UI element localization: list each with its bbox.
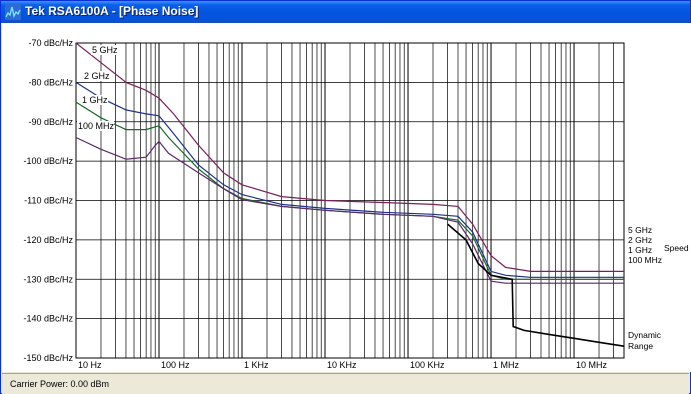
x-tick-label: 100 Hz bbox=[161, 360, 190, 370]
chart-grid bbox=[75, 42, 625, 359]
chart-series bbox=[75, 42, 625, 347]
legend-speed-item: 1 GHz bbox=[628, 245, 652, 255]
curve-label-bg bbox=[77, 121, 114, 131]
x-tick-label: 10 MHz bbox=[576, 360, 608, 370]
series-line bbox=[75, 136, 624, 284]
y-tick-label: -100 dBc/Hz bbox=[23, 156, 73, 166]
y-tick-label: -150 dBc/Hz bbox=[23, 353, 73, 363]
window-title: Tek RSA6100A - [Phase Noise] bbox=[25, 4, 199, 18]
x-tick-label: 10 KHz bbox=[327, 360, 357, 370]
y-tick-label: -80 dBc/Hz bbox=[28, 77, 73, 87]
x-tick-label: 10 Hz bbox=[78, 360, 102, 370]
y-tick-label: -70 dBc/Hz bbox=[28, 38, 73, 48]
y-tick-label: -120 dBc/Hz bbox=[23, 235, 73, 245]
y-tick-label: -90 dBc/Hz bbox=[28, 117, 73, 127]
x-tick-label: 100 KHz bbox=[410, 360, 445, 370]
legend-dynamic-title-2: Range bbox=[628, 341, 653, 351]
series-line bbox=[75, 81, 624, 278]
app-logo-icon bbox=[5, 4, 21, 20]
legend-speed-item: 100 MHz bbox=[628, 255, 662, 265]
curve-label-bg bbox=[83, 71, 110, 81]
curve-label: 100 MHz bbox=[78, 121, 115, 131]
y-tick-label: -130 dBc/Hz bbox=[23, 274, 73, 284]
curve-label: 5 GHz bbox=[92, 45, 118, 55]
title-bar[interactable]: Tek RSA6100A - [Phase Noise] bbox=[1, 1, 690, 23]
status-bar: Carrier Power: 0.00 dBm bbox=[2, 373, 689, 394]
carrier-power-status: Carrier Power: 0.00 dBm bbox=[10, 379, 110, 389]
x-tick-label: 1 KHz bbox=[244, 360, 269, 370]
legend-dynamic-title: Dynamic bbox=[628, 330, 662, 340]
curve-label-bg bbox=[91, 45, 118, 55]
curve-label: 1 GHz bbox=[82, 95, 108, 105]
series-line bbox=[447, 223, 625, 347]
curve-label-bg bbox=[81, 95, 108, 105]
x-tick-label: 1 MHz bbox=[493, 360, 520, 370]
legend-speed-item: 2 GHz bbox=[628, 235, 652, 245]
legend-speed-title: Speed bbox=[664, 243, 689, 253]
series-line bbox=[75, 42, 624, 272]
phase-noise-chart[interactable]: -70 dBc/Hz -80 dBc/Hz -90 dBc/Hz -100 dBc/H… bbox=[2, 23, 691, 372]
chart-labels: -70 dBc/Hz -80 dBc/Hz -90 dBc/Hz -100 dBc/H… bbox=[23, 38, 688, 370]
phase-noise-plot[interactable]: -70 dBc/Hz -80 dBc/Hz -90 dBc/Hz -100 dBc/H… bbox=[2, 23, 691, 372]
curve-label: 2 GHz bbox=[84, 71, 110, 81]
y-tick-label: -110 dBc/Hz bbox=[24, 196, 73, 206]
y-tick-label: -140 dBc/Hz bbox=[23, 314, 73, 324]
legend-speed-item: 5 GHz bbox=[628, 225, 652, 235]
